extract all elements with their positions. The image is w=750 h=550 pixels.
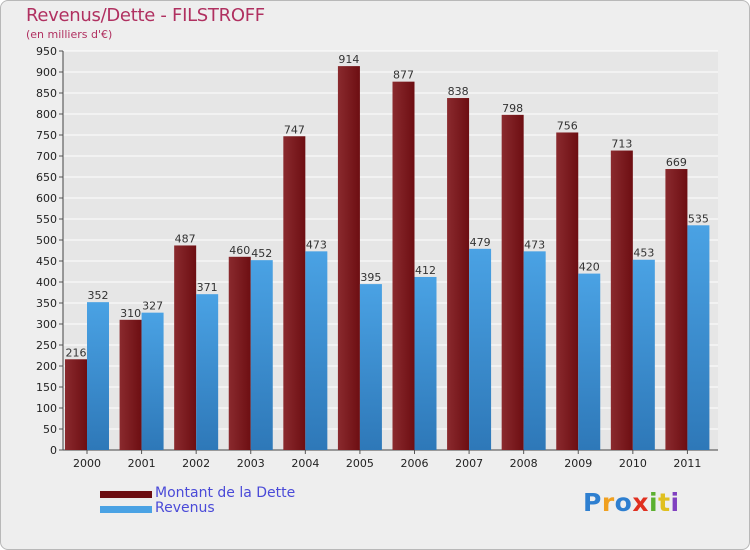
y-tick-label: 400 <box>36 276 57 289</box>
value-label-debt: 838 <box>448 85 469 98</box>
y-tick-label: 150 <box>36 381 57 394</box>
legend-swatch-revenue <box>100 506 152 513</box>
value-label-revenue: 473 <box>306 238 327 251</box>
value-label-debt: 914 <box>338 53 359 66</box>
y-tick-label: 650 <box>36 171 57 184</box>
x-tick-label: 2005 <box>346 457 374 470</box>
value-label-debt: 798 <box>502 102 523 115</box>
chart-subtitle: (en milliers d'€) <box>26 28 113 41</box>
y-tick-label: 200 <box>36 360 57 373</box>
y-tick-label: 700 <box>36 150 57 163</box>
value-label-debt: 669 <box>666 156 687 169</box>
y-tick-label: 600 <box>36 192 57 205</box>
proxiti-logo: Proxiti <box>583 488 680 517</box>
plot-area <box>63 51 718 450</box>
x-tick-label: 2003 <box>237 457 265 470</box>
x-tick-label: 2008 <box>510 457 538 470</box>
value-label-revenue: 412 <box>415 264 436 277</box>
y-tick-label: 950 <box>36 45 57 58</box>
value-label-debt: 216 <box>66 346 87 359</box>
y-tick-label: 450 <box>36 255 57 268</box>
bar-revenue <box>196 294 219 450</box>
x-tick-label: 2009 <box>564 457 592 470</box>
value-label-revenue: 371 <box>197 281 218 294</box>
value-label-debt: 310 <box>120 307 141 320</box>
value-label-debt: 756 <box>557 119 578 132</box>
y-tick-label: 550 <box>36 213 57 226</box>
bar-debt <box>119 319 142 450</box>
bar-revenue <box>141 312 164 450</box>
bar-revenue <box>632 259 655 450</box>
logo-letter: x <box>632 488 649 517</box>
y-tick-label: 350 <box>36 297 57 310</box>
value-label-debt: 487 <box>175 232 196 245</box>
logo-letter: t <box>658 488 671 517</box>
y-tick-label: 500 <box>36 234 57 247</box>
x-tick-label: 2011 <box>673 457 701 470</box>
value-label-revenue: 420 <box>579 261 600 274</box>
chart-title: Revenus/Dette - FILSTROFF <box>26 5 265 26</box>
x-tick-label: 2002 <box>182 457 210 470</box>
bar-debt <box>556 132 579 451</box>
bar-revenue <box>578 273 601 450</box>
y-tick-label: 250 <box>36 339 57 352</box>
bar-debt <box>228 256 251 450</box>
value-label-revenue: 453 <box>633 247 654 260</box>
legend-swatch-debt <box>100 491 152 498</box>
value-label-debt: 877 <box>393 69 414 82</box>
bar-debt <box>337 66 360 451</box>
y-tick-label: 0 <box>50 444 57 457</box>
bar-revenue <box>687 225 710 450</box>
y-tick-label: 900 <box>36 66 57 79</box>
bar-debt <box>610 150 633 451</box>
logo-letter: i <box>649 488 659 517</box>
value-label-revenue: 395 <box>360 271 381 284</box>
value-label-revenue: 352 <box>88 289 109 302</box>
bar-debt <box>283 136 306 450</box>
bar-revenue <box>305 251 328 450</box>
logo-letter: o <box>614 488 633 517</box>
bar-debt <box>65 359 87 450</box>
value-label-debt: 460 <box>229 244 250 257</box>
bar-revenue <box>250 260 273 450</box>
logo-letter: r <box>601 488 615 517</box>
legend-label-revenue: Revenus <box>155 500 215 516</box>
value-label-debt: 713 <box>611 138 632 151</box>
logo-letter: P <box>583 488 602 517</box>
x-tick-label: 2000 <box>73 457 101 470</box>
x-tick-label: 2007 <box>455 457 483 470</box>
value-label-revenue: 473 <box>524 238 545 251</box>
y-tick-label: 50 <box>43 423 57 436</box>
bar-debt <box>174 245 197 450</box>
bar-revenue <box>359 284 382 450</box>
value-label-revenue: 327 <box>142 300 163 313</box>
bar-debt <box>501 114 524 450</box>
bar-debt <box>447 98 470 450</box>
bar-revenue <box>414 276 437 450</box>
value-label-debt: 747 <box>284 123 305 136</box>
x-tick-label: 2006 <box>401 457 429 470</box>
bar-revenue <box>523 251 546 450</box>
x-tick-label: 2004 <box>291 457 319 470</box>
y-tick-label: 750 <box>36 129 57 142</box>
logo-letter: i <box>670 488 680 517</box>
x-tick-label: 2010 <box>619 457 647 470</box>
y-tick-label: 300 <box>36 318 57 331</box>
y-tick-label: 800 <box>36 108 57 121</box>
bar-debt <box>665 169 688 450</box>
y-tick-label: 850 <box>36 87 57 100</box>
value-label-revenue: 535 <box>688 212 709 225</box>
bar-debt <box>392 81 415 450</box>
value-label-revenue: 479 <box>470 236 491 249</box>
bar-revenue <box>87 302 109 450</box>
bar-revenue <box>469 248 492 450</box>
value-label-revenue: 452 <box>251 247 272 260</box>
x-tick-label: 2001 <box>128 457 156 470</box>
legend-label-debt: Montant de la Dette <box>155 485 296 501</box>
y-tick-label: 100 <box>36 402 57 415</box>
